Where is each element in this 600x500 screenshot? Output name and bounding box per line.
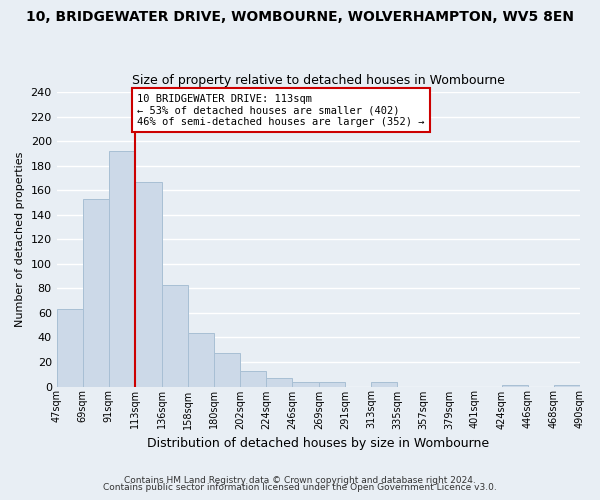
Text: Contains public sector information licensed under the Open Government Licence v3: Contains public sector information licen… xyxy=(103,484,497,492)
Bar xyxy=(319,382,345,386)
X-axis label: Distribution of detached houses by size in Wombourne: Distribution of detached houses by size … xyxy=(147,437,490,450)
Y-axis label: Number of detached properties: Number of detached properties xyxy=(15,152,25,327)
Text: 10, BRIDGEWATER DRIVE, WOMBOURNE, WOLVERHAMPTON, WV5 8EN: 10, BRIDGEWATER DRIVE, WOMBOURNE, WOLVER… xyxy=(26,10,574,24)
Bar xyxy=(188,332,214,386)
Bar xyxy=(56,310,83,386)
Bar xyxy=(162,285,188,386)
Bar xyxy=(371,382,397,386)
Bar xyxy=(109,151,134,386)
Text: Contains HM Land Registry data © Crown copyright and database right 2024.: Contains HM Land Registry data © Crown c… xyxy=(124,476,476,485)
Bar xyxy=(214,354,240,386)
Bar xyxy=(240,370,266,386)
Bar xyxy=(83,199,109,386)
Title: Size of property relative to detached houses in Wombourne: Size of property relative to detached ho… xyxy=(132,74,505,87)
Text: 10 BRIDGEWATER DRIVE: 113sqm
← 53% of detached houses are smaller (402)
46% of s: 10 BRIDGEWATER DRIVE: 113sqm ← 53% of de… xyxy=(137,94,424,127)
Bar xyxy=(292,382,319,386)
Bar xyxy=(134,182,162,386)
Bar xyxy=(266,378,292,386)
